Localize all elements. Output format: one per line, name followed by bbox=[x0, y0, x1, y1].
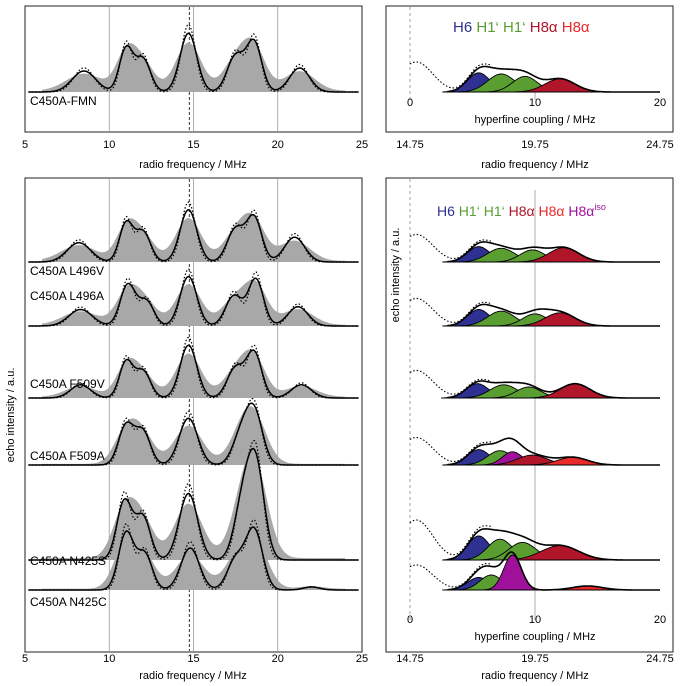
spectrum-fill-1 bbox=[41, 212, 346, 262]
spectrum-sim-1 bbox=[28, 208, 359, 263]
legend-top-entry-1: H1‘ bbox=[472, 19, 499, 36]
spectrum-sim-5 bbox=[28, 447, 359, 561]
x-label-rf2-top: radio frequency / MHz bbox=[481, 159, 589, 171]
tick-rf2-top-0: 14.75 bbox=[396, 139, 424, 151]
spectrum-exp-3 bbox=[28, 336, 359, 399]
spectra-layer bbox=[28, 23, 660, 591]
y-label-right: echo intensity / a.u. bbox=[390, 228, 402, 323]
sample-label-6: C450A N425C bbox=[30, 595, 107, 609]
tick-rf-bottom-4: 25 bbox=[356, 653, 368, 665]
legend-bottom-entry-4: H8α bbox=[535, 203, 565, 219]
x-label-hfc-top: hyperfine coupling / MHz bbox=[474, 114, 595, 126]
hfc-exp-2 bbox=[409, 297, 492, 323]
spectrum-exp-4 bbox=[28, 397, 359, 466]
tick-rf-top-4: 25 bbox=[356, 139, 368, 151]
y-label-left: echo intensity / a.u. bbox=[5, 368, 17, 463]
hfc-envelope-3 bbox=[447, 380, 660, 399]
x-label-rf2-bottom: radio frequency / MHz bbox=[481, 670, 589, 682]
x-label-rf-top: radio frequency / MHz bbox=[139, 159, 247, 171]
tick-rf-top-0: 5 bbox=[22, 139, 28, 151]
tick-rf2-top-1: 19.75 bbox=[521, 139, 549, 151]
spectrum-exp-1 bbox=[28, 201, 359, 263]
tick-rf2-top-2: 24.75 bbox=[646, 139, 674, 151]
tick-rf-top-2: 15 bbox=[187, 139, 199, 151]
panel-frame-bottom-left bbox=[24, 177, 363, 653]
panel-frame-top-left bbox=[24, 5, 363, 133]
spectrum-exp-6 bbox=[28, 519, 359, 591]
tick-hfc-top-0: 0 bbox=[407, 97, 413, 109]
hfc-exp-0 bbox=[409, 61, 492, 89]
tick-rf-top-1: 10 bbox=[103, 139, 115, 151]
legend-bottom-entry-5-sup: iso bbox=[594, 202, 606, 212]
tick-hfc-top-1: 10 bbox=[529, 97, 541, 109]
hfc-envelope-0 bbox=[447, 65, 660, 93]
tick-rf-bottom-0: 5 bbox=[22, 653, 28, 665]
tick-hfc-bottom-1: 10 bbox=[529, 614, 541, 626]
hfc-envelope-6 bbox=[447, 551, 660, 591]
hfc-exp-1 bbox=[409, 233, 492, 259]
sample-label-4: C450A F509A bbox=[30, 449, 105, 463]
legend-top-entry-3: H8α bbox=[526, 19, 558, 36]
tick-hfc-top-2: 20 bbox=[654, 97, 666, 109]
hfc-exp-6 bbox=[409, 563, 492, 588]
x-label-hfc-bottom: hyperfine coupling / MHz bbox=[474, 631, 595, 643]
spectrum-sim-0 bbox=[28, 32, 359, 93]
legend-top-entry-2: H1‘ bbox=[499, 19, 526, 36]
spectrum-fill-4 bbox=[41, 406, 346, 465]
sample-label-2: C450A L496A bbox=[30, 289, 104, 303]
axis-layer: C450A-FMN C450A L496V C450A L496A C450A F50… bbox=[22, 94, 674, 665]
legend-top-entry-4: H8α bbox=[558, 19, 590, 36]
tick-rf-bottom-2: 15 bbox=[187, 653, 199, 665]
legend-bottom-entry-1: H1‘ bbox=[455, 203, 480, 219]
legend-bottom-entry-0: H6 bbox=[437, 203, 455, 219]
hfc-exp-4 bbox=[409, 436, 492, 462]
legend-bottom: H6 H1‘ H1‘ H8α H8α H8αiso bbox=[437, 202, 606, 219]
hfc-envelope-1 bbox=[447, 241, 660, 263]
sample-label-5: C450A N425S bbox=[30, 554, 106, 568]
sample-label-1: C450A L496V bbox=[30, 264, 104, 278]
spectrum-exp-0 bbox=[28, 23, 359, 93]
tick-hfc-bottom-2: 20 bbox=[654, 614, 666, 626]
legend-bottom-entry-2: H1‘ bbox=[480, 203, 505, 219]
spectrum-fill-3 bbox=[41, 349, 346, 398]
legend-top-entry-0: H6 bbox=[453, 19, 472, 36]
tick-rf2-bottom-1: 19.75 bbox=[521, 653, 549, 665]
hfc-envelope-5 bbox=[447, 528, 660, 561]
panel-frame-bottom-right bbox=[385, 177, 674, 653]
hfc-exp-5 bbox=[409, 519, 492, 556]
hfc-envelope-4 bbox=[447, 437, 660, 466]
legend-top: H6 H1‘ H1‘ H8α H8α bbox=[453, 19, 590, 36]
sample-label-0: C450A-FMN bbox=[30, 94, 97, 108]
hfc-exp-3 bbox=[409, 369, 492, 395]
tick-hfc-bottom-0: 0 bbox=[407, 614, 413, 626]
legend-bottom-entry-3: H8α bbox=[505, 203, 535, 219]
spectrum-sim-2 bbox=[28, 275, 359, 327]
spectrum-fill-6 bbox=[41, 529, 346, 590]
hfc-envelope-2 bbox=[447, 303, 660, 327]
spectrum-sim-3 bbox=[28, 344, 359, 399]
tick-rf-bottom-3: 20 bbox=[272, 653, 284, 665]
tick-rf-top-3: 20 bbox=[272, 139, 284, 151]
spectrum-sim-4 bbox=[28, 402, 359, 466]
panel-frame-top-right bbox=[385, 5, 674, 133]
spectrum-fill-0 bbox=[41, 37, 346, 92]
tick-rf2-bottom-0: 14.75 bbox=[396, 653, 424, 665]
legend-bottom-entry-5: H8α bbox=[565, 203, 595, 219]
x-label-rf-bottom: radio frequency / MHz bbox=[139, 670, 247, 682]
tick-rf2-bottom-2: 24.75 bbox=[646, 653, 674, 665]
sample-label-3: C450A F509V bbox=[30, 377, 105, 391]
tick-rf-bottom-1: 10 bbox=[103, 653, 115, 665]
